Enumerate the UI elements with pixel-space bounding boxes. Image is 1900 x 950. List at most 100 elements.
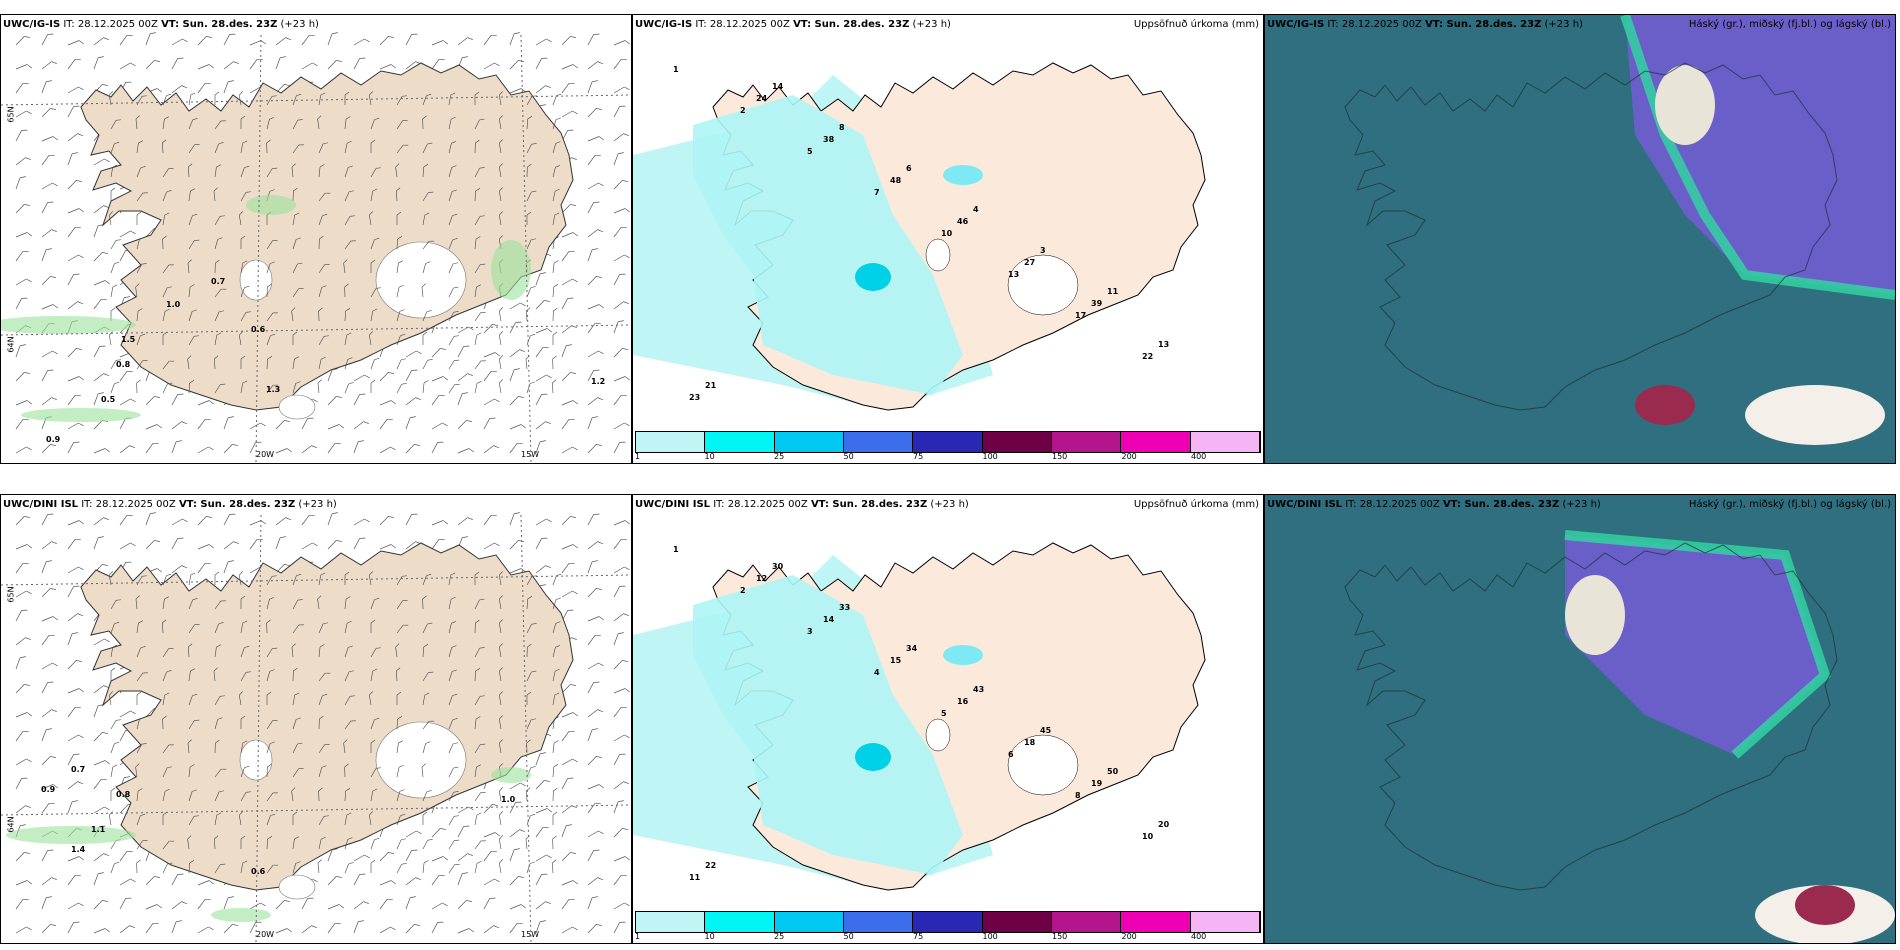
wind-barb bbox=[119, 445, 136, 454]
wind-barb bbox=[136, 575, 147, 586]
glacier bbox=[278, 874, 316, 900]
wind-barb bbox=[431, 58, 445, 70]
wind-barb bbox=[448, 718, 458, 730]
precip-value-label: 0.5 bbox=[101, 395, 116, 404]
wind-barb bbox=[171, 565, 188, 574]
wind-barb bbox=[15, 730, 29, 742]
wind-barb bbox=[613, 632, 624, 646]
wind-barb bbox=[67, 254, 84, 262]
wind-barb bbox=[613, 376, 630, 382]
valid-time: VT: Sun. 28.des. 23Z bbox=[178, 499, 296, 510]
wind-barb bbox=[67, 613, 84, 622]
wind-barb bbox=[613, 874, 627, 886]
wind-barb bbox=[240, 740, 248, 754]
wind-barb bbox=[613, 734, 630, 742]
wind-barb bbox=[188, 668, 195, 682]
precip-amount-label: 16 bbox=[957, 697, 969, 706]
cloud-edge bbox=[1564, 530, 1831, 759]
wind-barb bbox=[266, 95, 277, 106]
wind-barb bbox=[292, 811, 298, 825]
wind-barb bbox=[535, 854, 552, 862]
wind-barb bbox=[238, 811, 243, 826]
model-name: UWC/DINI ISL bbox=[635, 499, 711, 510]
wind-barb bbox=[136, 743, 147, 754]
wind-barb bbox=[561, 562, 575, 574]
cloud-dense bbox=[1635, 385, 1695, 425]
wind-barb bbox=[483, 542, 500, 550]
colorbar-swatch bbox=[913, 912, 983, 932]
wind-barb bbox=[474, 215, 485, 226]
wind-barb bbox=[266, 117, 275, 130]
wind-barb bbox=[110, 164, 118, 178]
wind-barb bbox=[379, 446, 396, 454]
wind-barb bbox=[93, 872, 104, 886]
precip-amount-label: 10 bbox=[941, 229, 953, 238]
wind-barb bbox=[509, 782, 526, 790]
colorbar-swatch bbox=[636, 432, 706, 452]
wind-barb bbox=[67, 585, 80, 598]
precip-area bbox=[1, 316, 136, 334]
wind-barb bbox=[613, 688, 630, 694]
wind-barb bbox=[613, 133, 630, 142]
colorbar-swatch bbox=[843, 432, 914, 452]
wind-barb bbox=[535, 752, 546, 766]
wind-barb bbox=[483, 850, 497, 862]
wind-barb bbox=[292, 836, 299, 850]
wind-barb bbox=[110, 284, 118, 298]
wind-barb bbox=[526, 333, 536, 346]
wind-barb bbox=[448, 189, 457, 202]
wind-barb bbox=[587, 61, 604, 70]
wind-barb bbox=[587, 304, 604, 310]
wind-barb bbox=[197, 562, 211, 574]
panel-header: UWC/IG-IS IT: 28.12.2025 00Z VT: Sun. 28… bbox=[635, 19, 951, 30]
wind-barb bbox=[431, 874, 445, 886]
wind-barb bbox=[422, 164, 429, 178]
wind-barb bbox=[240, 645, 250, 658]
wind-barb bbox=[318, 264, 330, 274]
wind-barb bbox=[431, 422, 448, 430]
glacier bbox=[278, 394, 316, 420]
wind-barb bbox=[110, 381, 120, 394]
wind-barb bbox=[561, 325, 578, 334]
precip-amount-label: 15 bbox=[890, 656, 902, 665]
wind-barb bbox=[135, 115, 140, 130]
wind-barb bbox=[344, 720, 356, 730]
wind-barb bbox=[318, 164, 325, 178]
wind-barb bbox=[379, 372, 395, 382]
grid-line bbox=[520, 514, 532, 943]
wind-barb bbox=[110, 119, 121, 130]
wind-barb bbox=[422, 573, 432, 586]
precip-amount-label: 45 bbox=[1040, 726, 1052, 735]
wind-barb bbox=[552, 597, 561, 610]
wind-barb bbox=[266, 669, 275, 682]
wind-barb bbox=[353, 518, 370, 526]
grid-line bbox=[1, 804, 631, 816]
wind-barb bbox=[162, 212, 170, 226]
precip-area bbox=[6, 826, 136, 844]
model-name: UWC/IG-IS bbox=[3, 19, 61, 30]
wind-barb bbox=[613, 856, 630, 862]
wind-barb bbox=[162, 692, 170, 706]
precip-amount-label: 27 bbox=[1024, 258, 1036, 267]
wind-barb bbox=[457, 37, 474, 46]
wind-barb bbox=[483, 34, 497, 46]
wind-barb bbox=[188, 335, 199, 346]
wind-barb bbox=[474, 360, 486, 370]
wind-barb bbox=[379, 852, 395, 862]
wind-barb bbox=[526, 787, 531, 802]
wind-barb bbox=[526, 691, 532, 705]
colorbar-tick: 400 bbox=[1191, 932, 1207, 941]
wind-barb bbox=[498, 667, 503, 682]
wind-barb bbox=[474, 792, 486, 802]
wind-barb bbox=[240, 235, 246, 249]
wind-barb bbox=[214, 383, 226, 394]
wind-barb bbox=[344, 763, 349, 778]
wind-barb bbox=[448, 645, 457, 658]
wind-barb bbox=[145, 442, 159, 454]
wind-barb bbox=[318, 142, 329, 154]
wind-barb bbox=[474, 695, 485, 706]
lon-label: 15W bbox=[521, 450, 540, 459]
wind-barb bbox=[379, 880, 396, 886]
precip-value-label: 1.1 bbox=[91, 825, 106, 834]
wind-barb bbox=[93, 760, 110, 766]
